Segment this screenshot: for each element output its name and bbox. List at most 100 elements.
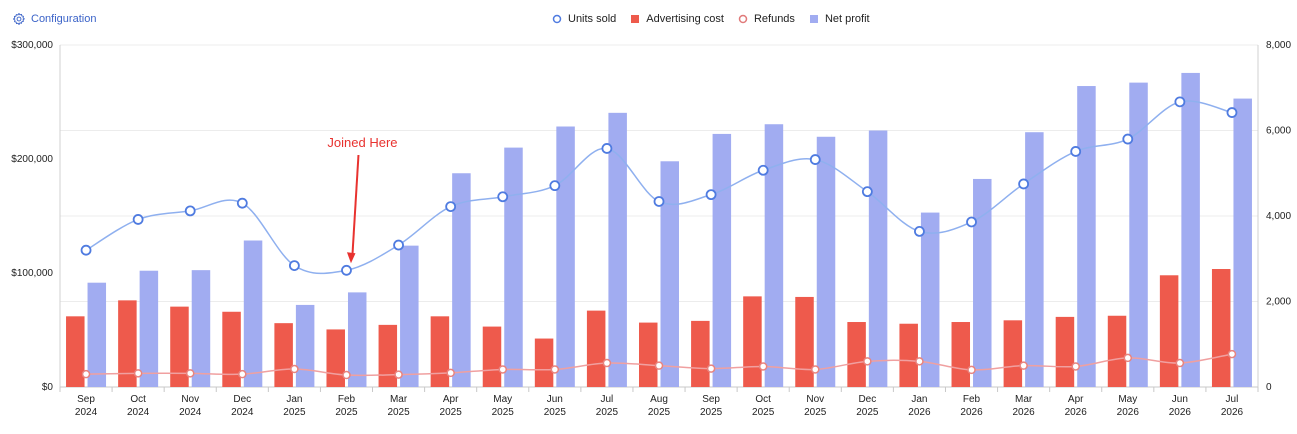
net-profit-bar	[243, 240, 263, 387]
units-sold-point	[1122, 133, 1134, 145]
refunds-point	[706, 364, 716, 373]
x-tick-label-year: 2025	[804, 407, 827, 418]
x-tick-label-year: 2024	[179, 407, 202, 418]
x-tick-label-month: Apr	[443, 394, 459, 405]
units-sold-point	[914, 225, 925, 237]
net-profit-bar	[504, 147, 523, 387]
net-profit-bar	[816, 136, 836, 387]
advertising-cost-bar	[951, 322, 971, 387]
x-tick-label-month: Feb	[963, 394, 981, 405]
refunds-point	[915, 357, 924, 366]
units-sold-point	[341, 264, 352, 276]
x-tick-label-month: Dec	[858, 394, 876, 405]
advertising-cost-bar	[1211, 269, 1231, 387]
y-left-tick-label: $300,000	[11, 40, 53, 51]
x-tick-label-month: Nov	[181, 394, 199, 405]
advertising-cost-bar	[326, 329, 345, 387]
advertising-cost-bar	[847, 322, 866, 387]
units-sold-point	[861, 186, 873, 198]
refunds-point	[811, 365, 820, 374]
y-left-tick-label: $200,000	[11, 154, 53, 165]
net-profit-swatch-icon	[809, 15, 818, 23]
x-tick-label-month: Jan	[911, 394, 927, 405]
x-tick-label-month: Oct	[755, 394, 771, 405]
y-right-tick-label: 8,000	[1266, 40, 1291, 51]
x-tick-label-year: 2025	[648, 407, 671, 418]
x-tick-label-month: Aug	[650, 394, 668, 405]
net-profit-bar	[1233, 98, 1252, 387]
units-sold-point	[966, 216, 977, 228]
units-sold-point	[809, 154, 821, 165]
x-tick-label-month: Jul	[601, 394, 614, 405]
x-tick-label-year: 2025	[335, 407, 358, 418]
advertising-cost-bar	[222, 311, 241, 387]
net-profit-bar	[556, 126, 575, 387]
x-tick-label-month: May	[1118, 394, 1137, 405]
units-sold-point	[393, 239, 404, 251]
units-sold-point	[80, 244, 92, 256]
chart-legend: Units sold Advertising cost Refunds Net …	[552, 11, 884, 27]
net-profit-bar	[191, 270, 211, 387]
advertising-cost-bar	[795, 296, 814, 387]
legend-item-units-sold[interactable]: Units sold	[552, 13, 616, 25]
x-tick-label-month: Jun	[547, 394, 563, 405]
refunds-point	[185, 369, 195, 378]
refunds-point	[81, 369, 91, 379]
x-tick-label-month: Sep	[702, 394, 720, 405]
legend-item-advertising-cost[interactable]: Advertising cost	[630, 13, 724, 25]
x-tick-label-month: May	[493, 394, 512, 405]
x-tick-label-year: 2026	[1065, 407, 1088, 418]
advertising-cost-bar	[1107, 315, 1127, 387]
y-right-tick-label: 6,000	[1266, 126, 1291, 137]
x-tick-label-year: 2025	[544, 407, 567, 418]
units-sold-point	[601, 143, 613, 154]
net-profit-bar	[139, 270, 159, 387]
x-tick-label-year: 2025	[752, 407, 775, 418]
refunds-point	[550, 365, 560, 374]
units-sold-point	[445, 201, 457, 212]
x-tick-label-year: 2026	[908, 407, 931, 418]
x-tick-label-month: Jan	[286, 394, 302, 405]
refunds-point	[1227, 349, 1237, 359]
net-profit-bar	[608, 112, 627, 387]
net-profit-bar	[87, 282, 107, 387]
advertising-cost-bar	[899, 323, 918, 387]
x-tick-label-year: 2025	[856, 407, 879, 418]
x-tick-label-month: Mar	[1015, 394, 1033, 405]
x-tick-label-year: 2026	[1221, 407, 1244, 418]
net-profit-bar	[1025, 132, 1044, 387]
annotation-arrow-line	[351, 154, 360, 255]
advertising-cost-bar	[170, 306, 189, 387]
refunds-point	[1071, 362, 1080, 371]
y-left-tick-label: $0	[42, 382, 54, 393]
units-sold-point	[653, 196, 665, 207]
advertising-cost-bar	[274, 323, 293, 387]
units-sold-point	[184, 205, 196, 217]
x-tick-label-year: 2024	[231, 407, 254, 418]
configuration-label: Configuration	[31, 13, 97, 25]
net-profit-bar	[1077, 86, 1096, 387]
refunds-marker-icon	[738, 14, 748, 24]
x-tick-label-year: 2024	[75, 407, 98, 418]
x-tick-label-year: 2025	[700, 407, 723, 418]
net-profit-bar	[1129, 82, 1148, 388]
advertising-cost-bar	[743, 296, 762, 387]
x-tick-label-year: 2024	[127, 407, 150, 418]
net-profit-bar	[400, 245, 419, 387]
net-profit-bar	[347, 292, 367, 387]
annotation-arrow-head-icon	[346, 252, 356, 264]
refunds-point	[238, 369, 247, 379]
advertising-cost-bar	[378, 324, 398, 387]
units-sold-point	[1174, 96, 1186, 108]
advertising-cost-bar	[534, 338, 554, 387]
legend-item-net-profit[interactable]: Net profit	[809, 13, 870, 25]
y-right-tick-label: 4,000	[1266, 211, 1291, 222]
legend-label-units-sold: Units sold	[568, 13, 617, 25]
x-tick-label-month: Oct	[130, 394, 146, 405]
legend-item-refunds[interactable]: Refunds	[738, 13, 795, 25]
configuration-button[interactable]: Configuration	[12, 11, 96, 27]
refunds-point	[446, 368, 455, 378]
refunds-point	[1019, 361, 1028, 370]
refunds-point	[1123, 353, 1133, 363]
units-sold-point	[1070, 146, 1082, 157]
